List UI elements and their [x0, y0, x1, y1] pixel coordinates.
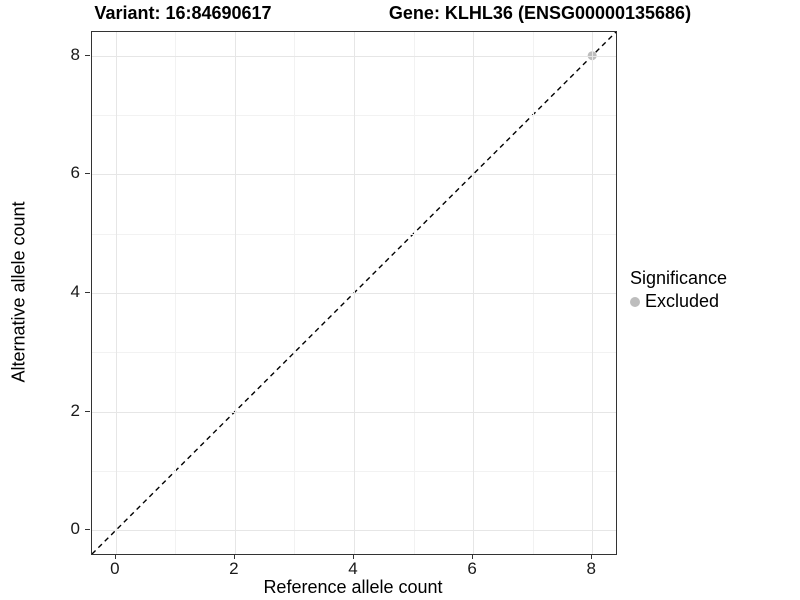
legend-item-label: Excluded: [645, 291, 720, 311]
major-gridline-y: [92, 55, 616, 57]
y-tick-mark: [85, 410, 90, 412]
x-tick-mark: [472, 554, 474, 559]
variant-title: Variant: 16:84690617: [94, 3, 272, 23]
x-axis-title: Reference allele count: [263, 577, 443, 597]
x-tick-label: 8: [586, 559, 596, 578]
y-tick-label: 0: [70, 519, 80, 539]
x-tick-mark: [591, 554, 593, 559]
x-tick-label: 4: [348, 559, 358, 578]
major-gridline-y: [92, 411, 616, 413]
plot-panel: [91, 31, 617, 555]
major-gridline-y: [92, 530, 616, 532]
legend-items: Excluded: [630, 291, 727, 312]
major-gridline-y: [92, 293, 616, 294]
legend: Significance Excluded: [630, 268, 727, 312]
y-tick-label: 2: [70, 400, 80, 420]
x-tick-mark: [114, 554, 116, 559]
x-tick-mark: [353, 554, 354, 559]
x-tick-label: 0: [110, 559, 120, 578]
legend-title: Significance: [630, 268, 728, 288]
y-tick-label: 8: [70, 44, 80, 64]
y-tick-mark: [85, 292, 90, 293]
legend-dot-icon: [630, 296, 640, 307]
y-tick-mark: [85, 173, 90, 175]
x-tick-label: 6: [467, 559, 477, 578]
x-tick-label: 2: [229, 559, 239, 578]
y-tick-mark: [85, 54, 90, 56]
y-tick-label: 4: [70, 282, 80, 301]
y-tick-label: 6: [70, 163, 80, 183]
y-tick-mark: [85, 529, 90, 531]
major-gridline-y: [92, 174, 616, 176]
x-tick-mark: [233, 554, 235, 559]
gene-title: Gene: KLHL36 (ENSG00000135686): [388, 3, 692, 23]
legend-item: Excluded: [630, 291, 727, 312]
